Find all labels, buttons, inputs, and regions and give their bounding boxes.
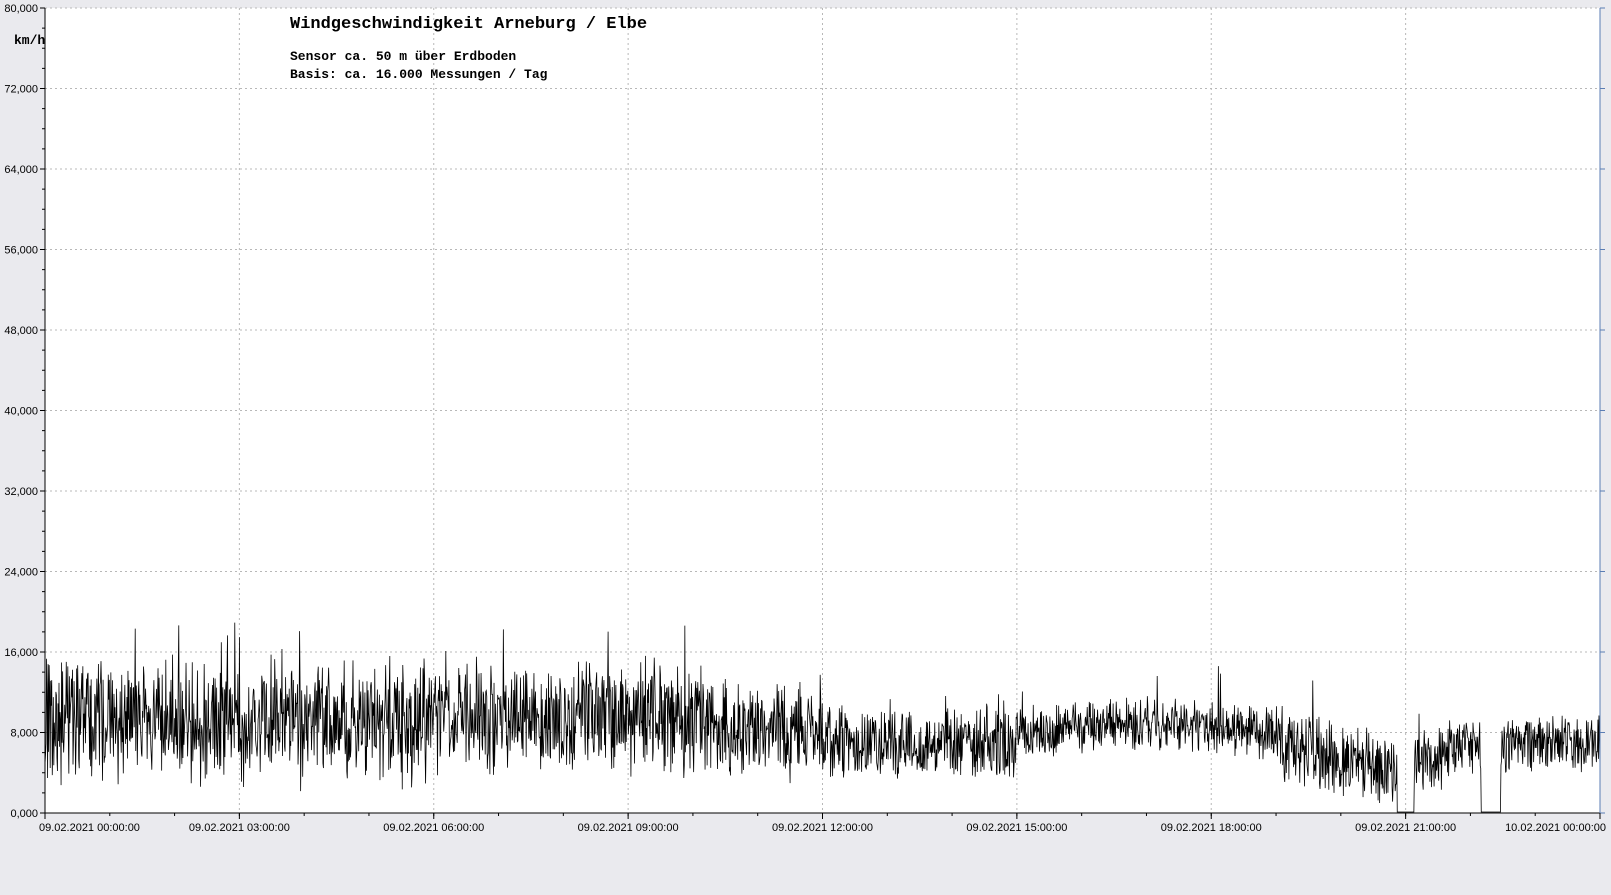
x-tick-label: 09.02.2021 00:00:00 (39, 822, 140, 834)
y-tick-label: 8,000 (10, 728, 38, 740)
x-tick-label: 09.02.2021 03:00:00 (189, 822, 290, 834)
x-tick-label: 09.02.2021 06:00:00 (383, 822, 484, 834)
y-tick-label: 0,000 (10, 808, 38, 820)
chart-subtitle-2: Basis: ca. 16.000 Messungen / Tag (290, 67, 548, 82)
y-axis-unit: km/h (14, 33, 45, 48)
y-tick-label: 48,000 (4, 325, 38, 337)
x-tick-label: 09.02.2021 18:00:00 (1161, 822, 1262, 834)
chart-svg: 0,000 8,000 16,000 24,000 32,000 40,000 48,000… (0, 0, 1611, 895)
x-tick-label: 09.02.2021 12:00:00 (772, 822, 873, 834)
y-tick-label: 64,000 (4, 164, 38, 176)
wind-chart: 0,000 8,000 16,000 24,000 32,000 40,000 48,000… (0, 0, 1611, 895)
y-tick-label: 24,000 (4, 567, 38, 579)
x-tick-label: 10.02.2021 00:00:00 (1505, 822, 1606, 834)
y-tick-label: 32,000 (4, 486, 38, 498)
chart-title: Windgeschwindigkeit Arneburg / Elbe (290, 15, 647, 34)
x-tick-label: 09.02.2021 15:00:00 (966, 822, 1067, 834)
y-tick-label: 72,000 (4, 84, 38, 96)
y-tick-label: 40,000 (4, 406, 38, 418)
y-tick-label: 80,000 (4, 3, 38, 15)
y-tick-label: 56,000 (4, 245, 38, 257)
y-tick-label: 16,000 (4, 647, 38, 659)
x-tick-label: 09.02.2021 09:00:00 (578, 822, 679, 834)
chart-subtitle-1: Sensor ca. 50 m über Erdboden (290, 49, 516, 64)
x-tick-label: 09.02.2021 21:00:00 (1355, 822, 1456, 834)
